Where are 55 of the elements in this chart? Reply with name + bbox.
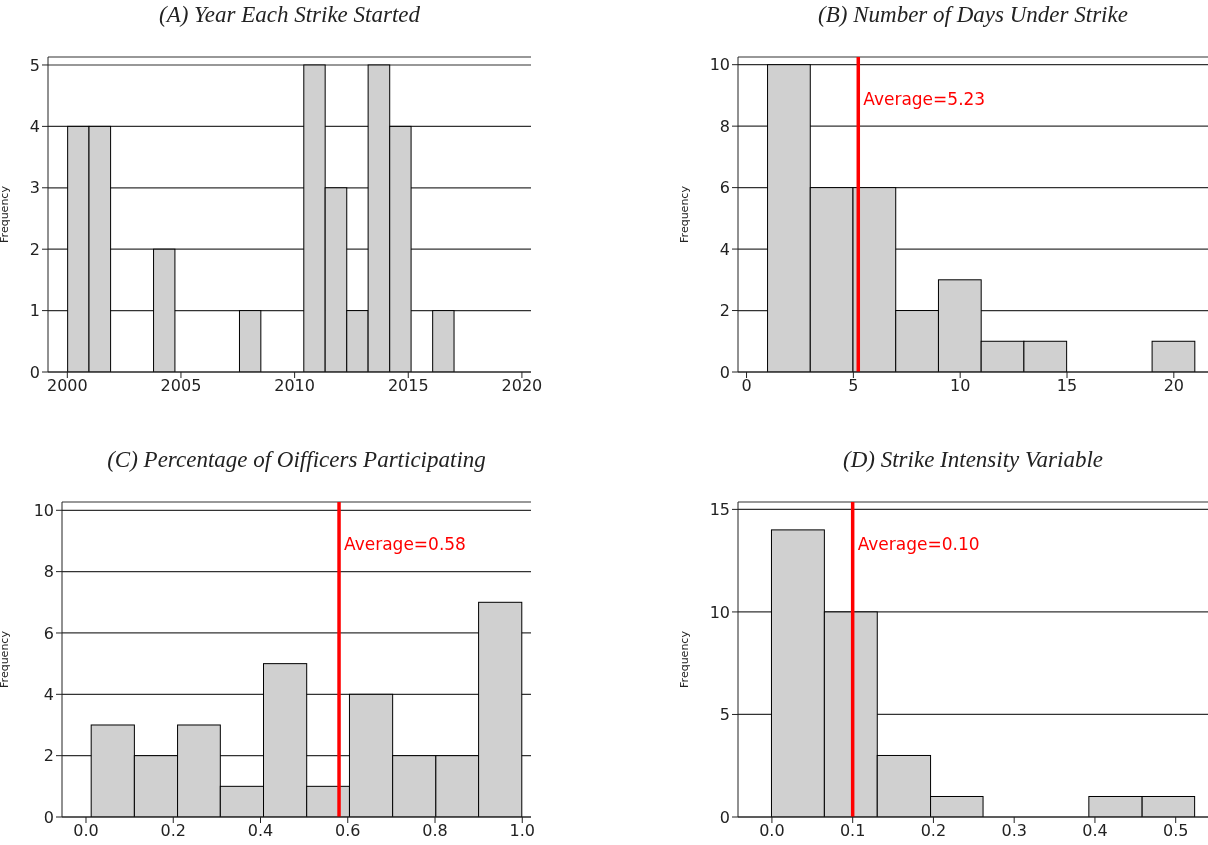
x-tick-label: 0: [741, 376, 752, 396]
x-tick-label: 5: [848, 376, 859, 396]
y-tick-label: 5: [29, 55, 40, 75]
y-tick-label: 8: [719, 116, 730, 136]
x-tick-label: 0.3: [1001, 821, 1027, 841]
x-tick-label: 0.2: [160, 821, 186, 841]
x-tick-label: 10: [950, 376, 971, 396]
x-tick-label: 2010: [274, 376, 315, 396]
x-tick-label: 15: [1056, 376, 1078, 396]
chart-title: (D) Strike Intensity Variable: [842, 447, 1104, 473]
x-tick-label: 2000: [46, 376, 88, 396]
y-tick-label: 0: [43, 807, 54, 827]
x-tick-label: 2020: [501, 376, 543, 396]
y-tick-label: 6: [719, 178, 730, 198]
y-tick-label: 10: [33, 500, 54, 520]
x-tick-label: 0.2: [920, 821, 947, 841]
x-tick-label: 0.0: [73, 821, 99, 841]
y-tick-label: 10: [709, 602, 730, 622]
chart-title: (B) Number of Days Under Strike: [817, 2, 1129, 28]
x-tick-label: 20: [1163, 376, 1184, 396]
y-axis-title: Frequency: [677, 185, 691, 243]
y-tick-label: 0: [29, 362, 40, 382]
chart-title: (C) Percentage of Oifficers Participating: [106, 447, 487, 473]
y-tick-label: 2: [29, 239, 40, 259]
y-tick-label: 0: [719, 362, 730, 382]
y-tick-label: 3: [29, 178, 40, 198]
y-tick-label: 4: [43, 684, 54, 704]
ref-line-label: Average=0.10: [857, 534, 980, 554]
y-tick-label: 0: [719, 807, 730, 827]
x-tick-label: 2015: [387, 376, 429, 396]
x-tick-label: 0.4: [247, 821, 274, 841]
x-tick-label: 0.6: [335, 821, 361, 841]
x-tick-label: 0.0: [759, 821, 785, 841]
chart-title: (A) Year Each Strike Started: [157, 2, 422, 28]
y-tick-label: 2: [43, 746, 54, 766]
x-tick-label: 0.4: [1082, 821, 1108, 841]
y-tick-label: 6: [43, 623, 54, 643]
y-tick-label: 10: [709, 55, 730, 75]
y-tick-label: 4: [719, 239, 730, 259]
y-tick-label: 15: [709, 500, 730, 520]
y-tick-label: 8: [43, 562, 54, 582]
x-tick-label: 0.8: [422, 821, 448, 841]
y-tick-label: 4: [29, 117, 40, 137]
ref-line-label: Average=5.23: [863, 89, 986, 109]
x-tick-label: 2005: [160, 376, 202, 396]
y-axis-title: Frequency: [0, 185, 11, 243]
y-tick-label: 2: [719, 301, 730, 321]
y-tick-label: 1: [29, 301, 40, 321]
x-tick-label: 0.1: [839, 821, 866, 841]
y-tick-label: 5: [719, 705, 730, 725]
x-tick-label: 0.5: [1162, 821, 1189, 841]
y-axis-title: Frequency: [0, 630, 11, 688]
y-axis-title: Frequency: [677, 630, 691, 688]
ref-line-label: Average=0.58: [344, 534, 466, 554]
x-tick-label: 1.0: [509, 821, 535, 841]
